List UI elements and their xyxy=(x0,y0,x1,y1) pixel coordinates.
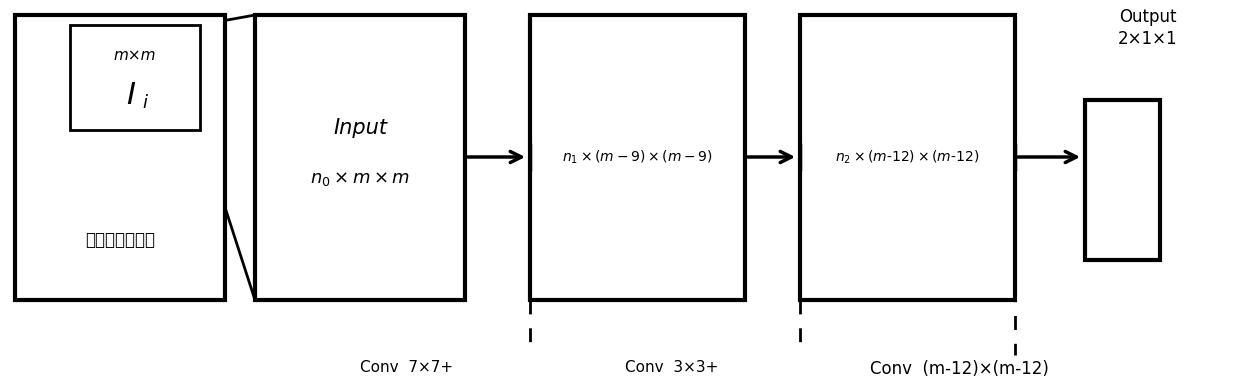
Bar xyxy=(800,15,1016,300)
Bar xyxy=(1085,100,1159,260)
Bar xyxy=(15,15,224,300)
Text: Conv  7×7+: Conv 7×7+ xyxy=(360,360,453,375)
Text: $n_0\times m\times m$: $n_0\times m\times m$ xyxy=(310,171,410,188)
Text: $n_1\times(m-9)\times(m-9)$: $n_1\times(m-9)\times(m-9)$ xyxy=(562,149,713,166)
Text: $n_2\times(m\text{-}12)\times(m\text{-}12)$: $n_2\times(m\text{-}12)\times(m\text{-}1… xyxy=(836,149,980,166)
Text: 2×1×1: 2×1×1 xyxy=(1118,30,1178,48)
Text: i: i xyxy=(143,94,148,113)
Bar xyxy=(69,25,200,130)
Text: I: I xyxy=(126,81,135,110)
Text: Conv  (m-12)×(m-12): Conv (m-12)×(m-12) xyxy=(870,360,1049,378)
Bar xyxy=(255,15,465,300)
Text: 鼻咍部肿瘾图像: 鼻咍部肿瘾图像 xyxy=(86,231,155,249)
Text: m×m: m×m xyxy=(114,48,156,63)
Text: Input: Input xyxy=(334,117,387,138)
Text: Output: Output xyxy=(1120,8,1177,26)
Text: Conv  3×3+: Conv 3×3+ xyxy=(625,360,718,375)
Bar xyxy=(529,15,745,300)
